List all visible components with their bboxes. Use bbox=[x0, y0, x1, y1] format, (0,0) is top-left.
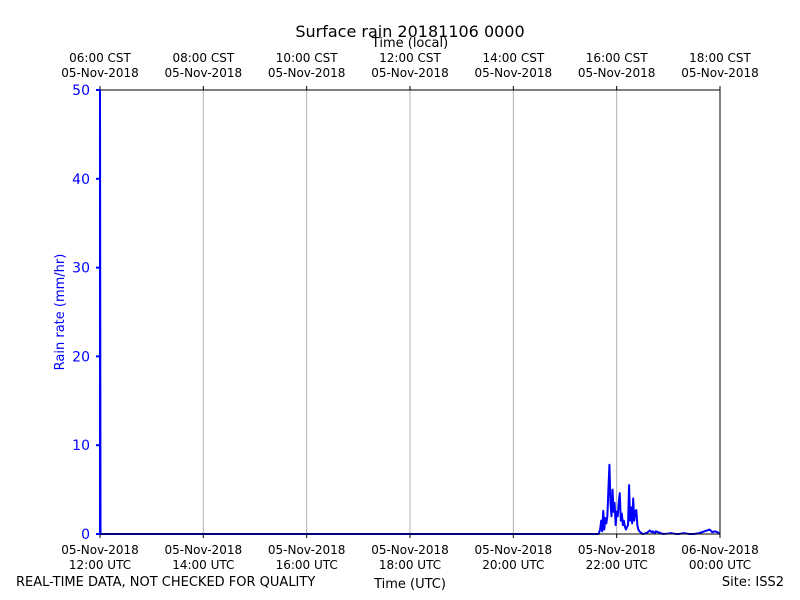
x-tick-label-top-time-2: 10:00 CST bbox=[276, 51, 338, 65]
x-tick-label-bottom-date-6: 06-Nov-2018 bbox=[681, 543, 759, 557]
x-tick-label-bottom-date-2: 05-Nov-2018 bbox=[268, 543, 346, 557]
y-axis-label: Rain rate (mm/hr) bbox=[53, 254, 68, 371]
x-tick-label-bottom-time-2: 16:00 UTC bbox=[276, 558, 338, 572]
x-tick-label-bottom-time-0: 12:00 UTC bbox=[69, 558, 131, 572]
x-axis-label: Time (UTC) bbox=[373, 577, 446, 592]
x-tick-label-top-time-3: 12:00 CST bbox=[379, 51, 441, 65]
y-tick-label-5: 50 bbox=[72, 83, 90, 99]
x-tick-label-top-time-5: 16:00 CST bbox=[586, 51, 648, 65]
y-tick-label-2: 20 bbox=[72, 349, 90, 365]
x-tick-label-top-time-1: 08:00 CST bbox=[172, 51, 234, 65]
x-tick-label-top-date-4: 05-Nov-2018 bbox=[475, 66, 553, 80]
y-tick-label-3: 30 bbox=[72, 261, 90, 277]
x-tick-label-bottom-time-1: 14:00 UTC bbox=[172, 558, 234, 572]
x-tick-label-bottom-date-4: 05-Nov-2018 bbox=[475, 543, 553, 557]
x-tick-label-bottom-time-6: 00:00 UTC bbox=[689, 558, 751, 572]
x-tick-label-bottom-date-0: 05-Nov-2018 bbox=[61, 543, 139, 557]
x-tick-label-bottom-date-1: 05-Nov-2018 bbox=[165, 543, 243, 557]
y-tick-label-0: 0 bbox=[81, 527, 90, 543]
x-tick-label-bottom-time-5: 22:00 UTC bbox=[586, 558, 648, 572]
site-label: Site: ISS2 bbox=[721, 575, 784, 590]
quality-disclaimer: REAL-TIME DATA, NOT CHECKED FOR QUALITY bbox=[16, 575, 316, 590]
x-tick-label-top-date-1: 05-Nov-2018 bbox=[165, 66, 243, 80]
x-tick-label-bottom-date-3: 05-Nov-2018 bbox=[371, 543, 449, 557]
y-tick-label-1: 10 bbox=[72, 438, 90, 454]
x-tick-label-top-date-5: 05-Nov-2018 bbox=[578, 66, 656, 80]
x-tick-label-top-date-2: 05-Nov-2018 bbox=[268, 66, 346, 80]
x-tick-label-top-time-0: 06:00 CST bbox=[69, 51, 131, 65]
x-tick-label-bottom-time-4: 20:00 UTC bbox=[482, 558, 544, 572]
x-tick-label-top-time-6: 18:00 CST bbox=[689, 51, 751, 65]
x-tick-label-top-date-3: 05-Nov-2018 bbox=[371, 66, 449, 80]
y-tick-label-4: 40 bbox=[72, 172, 90, 188]
x-tick-label-top-date-6: 05-Nov-2018 bbox=[681, 66, 759, 80]
x-tick-label-bottom-date-5: 05-Nov-2018 bbox=[578, 543, 656, 557]
x-tick-label-top-date-0: 05-Nov-2018 bbox=[61, 66, 139, 80]
top-axis-label: Time (local) bbox=[371, 36, 448, 51]
chart-title: Surface rain 20181106 0000 bbox=[295, 22, 524, 41]
grid-layer bbox=[202, 90, 618, 534]
x-tick-label-bottom-time-3: 18:00 UTC bbox=[379, 558, 441, 572]
x-tick-label-top-time-4: 14:00 CST bbox=[482, 51, 544, 65]
